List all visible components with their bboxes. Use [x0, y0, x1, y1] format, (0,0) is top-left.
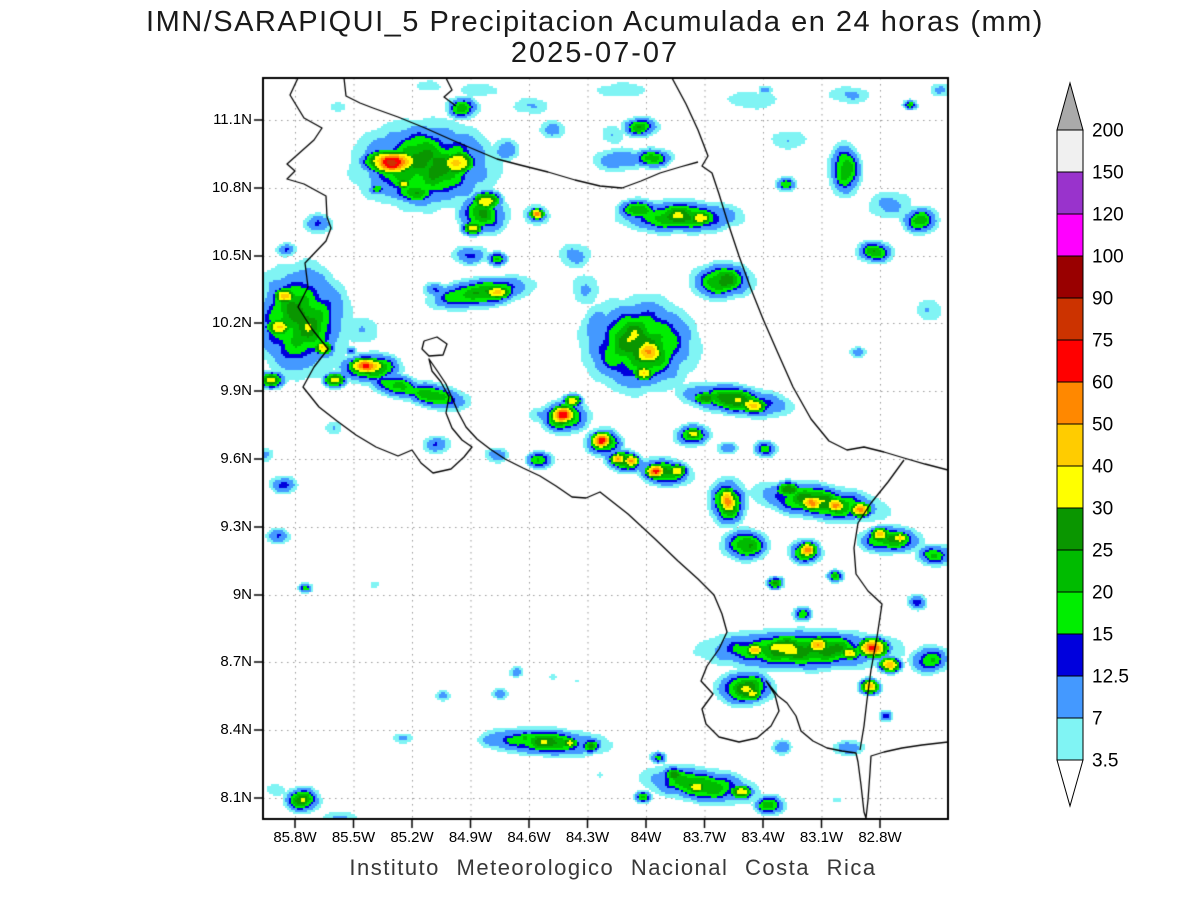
colorbar-level-label: 200: [1092, 121, 1124, 142]
x-tick-label: 83.1W: [799, 829, 844, 846]
colorbar-level-label: 25: [1092, 541, 1113, 562]
x-tick-label: 85.2W: [390, 829, 434, 846]
colorbar-level-label: 150: [1092, 163, 1124, 184]
colorbar-segment: [1056, 423, 1084, 467]
colorbar-segment: [1056, 633, 1084, 677]
colorbar-level-label: 75: [1092, 331, 1113, 352]
y-tick-label: 10.2N: [211, 314, 252, 331]
x-tick-label: 84.3W: [565, 829, 610, 846]
colorbar-level-label: 90: [1092, 289, 1113, 310]
colorbar-level-label: 30: [1092, 499, 1113, 520]
colorbar-level-label: 12.5: [1092, 667, 1129, 688]
x-tick-label: 83.7W: [682, 829, 727, 846]
x-tick-label: 83.4W: [741, 829, 785, 846]
colorbar-level-label: 20: [1092, 583, 1113, 604]
chart-date: 2025-07-07: [510, 37, 680, 69]
y-tick-label: 11.1N: [213, 111, 252, 128]
x-tick-label: 84.6W: [507, 829, 551, 846]
y-tick-label: 8.4N: [220, 721, 252, 738]
colorbar-level-label: 100: [1092, 247, 1124, 268]
y-tick-label: 9N: [232, 586, 252, 603]
colorbar-level-label: 120: [1092, 205, 1124, 226]
colorbar: 200 150 120 100 90 75 60 50 40 30 25 20 15 12.5 7 3.5: [1056, 81, 1129, 808]
colorbar-overflow-arrow: [1056, 81, 1084, 131]
colorbar-segment: [1056, 507, 1084, 551]
x-tick-label: 82.8W: [858, 829, 902, 846]
y-tick-label: 8.1N: [220, 789, 252, 806]
colorbar-segment: [1056, 675, 1084, 719]
colorbar-level-label: 3.5: [1092, 751, 1118, 772]
colorbar-segment: [1056, 129, 1084, 173]
y-tick-label: 9.9N: [220, 382, 252, 399]
colorbar-segment: [1056, 591, 1084, 635]
colorbar-segment: [1056, 465, 1084, 509]
colorbar-segment: [1056, 297, 1084, 341]
colorbar-segment: [1056, 339, 1084, 383]
x-tick-label: 85.8W: [273, 829, 317, 846]
colorbar-underflow-arrow: [1056, 759, 1084, 808]
x-tick-label: 85.5W: [331, 829, 376, 846]
colorbar-level-label: 50: [1092, 415, 1113, 436]
colorbar-segment: [1056, 717, 1084, 761]
y-tick-label: 9.6N: [220, 450, 252, 467]
colorbar-segment: [1056, 171, 1084, 215]
x-tick-label: 84W: [630, 829, 662, 846]
colorbar-segment: [1056, 381, 1084, 425]
y-tick-label: 8.7N: [220, 653, 252, 670]
colorbar-segment: [1056, 213, 1084, 257]
colorbar-level-label: 60: [1092, 373, 1113, 394]
y-tick-label: 10.8N: [211, 179, 252, 196]
colorbar-level-label: 40: [1092, 457, 1113, 478]
x-tick-label: 84.9W: [448, 829, 493, 846]
colorbar-segment: [1056, 549, 1084, 593]
y-tick-label: 10.5N: [211, 247, 252, 264]
colorbar-segment: [1056, 255, 1084, 299]
chart-title: IMN/SARAPIQUI_5 Precipitacion Acumulada …: [146, 6, 1044, 38]
colorbar-level-label: 15: [1092, 625, 1113, 646]
institute-footer: Instituto Meteorologico Nacional Costa R…: [349, 855, 877, 880]
colorbar-level-label: 7: [1092, 709, 1103, 730]
y-tick-label: 9.3N: [220, 518, 252, 535]
